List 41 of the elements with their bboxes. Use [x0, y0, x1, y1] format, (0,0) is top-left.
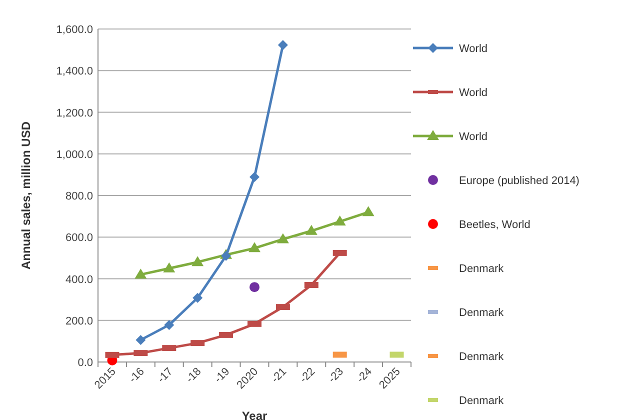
- y-tick-label: 1,400.0: [56, 66, 93, 78]
- x-tick-label: -22: [298, 366, 318, 386]
- legend-label: Denmark: [459, 263, 504, 275]
- y-axis-title: Annual sales, million USD: [19, 121, 33, 270]
- point: [250, 172, 260, 182]
- point: [163, 262, 176, 272]
- y-tick-label: 400.0: [65, 274, 93, 286]
- point: [136, 334, 146, 345]
- point: [134, 268, 147, 279]
- x-axis-title: Year: [242, 409, 268, 420]
- point: [248, 242, 260, 252]
- y-tick-label: 600.0: [65, 232, 93, 244]
- legend-label: World: [459, 87, 488, 99]
- x-tick-label: -17: [156, 366, 176, 386]
- legend-label: Denmark: [459, 307, 504, 319]
- point: [164, 320, 174, 330]
- point: [305, 224, 318, 235]
- y-tick-label: 800.0: [65, 190, 93, 202]
- legend-label: Europe (published 2014): [459, 175, 580, 187]
- legend-label: Denmark: [459, 395, 504, 407]
- x-tick-label: -18: [184, 366, 204, 386]
- x-tick-label: -21: [269, 366, 290, 386]
- legend-label: World: [459, 43, 488, 55]
- point: [192, 292, 203, 303]
- point: [334, 216, 346, 226]
- y-tick-label: 0.0: [78, 357, 93, 369]
- y-tick-label: 1,600.0: [56, 24, 93, 36]
- y-tick-label: 1,200.0: [56, 107, 93, 120]
- legend-label: World: [459, 131, 488, 143]
- x-tick-label: -24: [354, 366, 374, 386]
- y-tick-label: 1,000.0: [56, 148, 93, 161]
- y-tick-label: 200.0: [65, 315, 93, 328]
- point: [192, 256, 204, 266]
- x-tick-label: -23: [326, 366, 346, 386]
- point: [250, 282, 260, 292]
- point: [276, 233, 289, 244]
- legend-label: Denmark: [459, 351, 504, 363]
- point: [362, 206, 374, 216]
- legend-label: Beetles, World: [459, 219, 530, 231]
- x-tick-label: -16: [127, 366, 147, 386]
- x-tick-label: -19: [212, 366, 232, 386]
